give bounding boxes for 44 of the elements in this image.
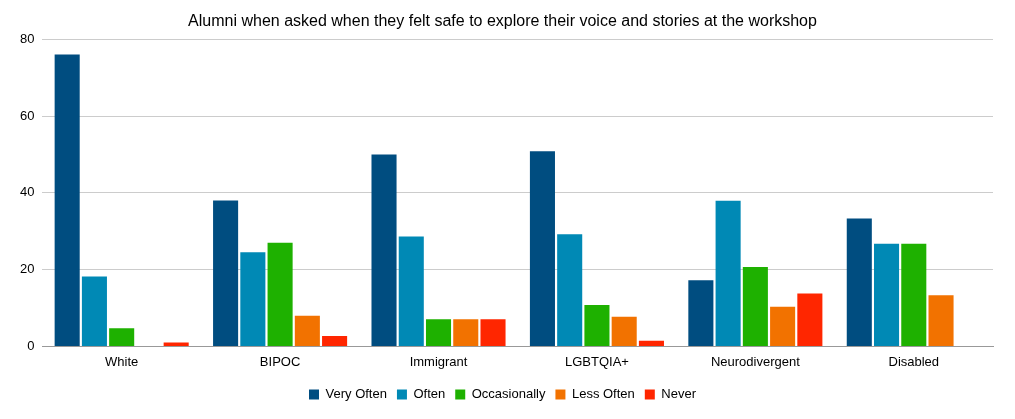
bar bbox=[846, 218, 872, 346]
x-tick-label: Neurodivergent bbox=[710, 353, 801, 369]
bar bbox=[770, 306, 796, 346]
bar bbox=[529, 151, 555, 346]
legend-label: Never bbox=[661, 386, 697, 402]
bar bbox=[584, 304, 610, 346]
bar bbox=[715, 200, 741, 346]
x-tick-label: Disabled bbox=[888, 353, 940, 369]
bar bbox=[213, 200, 239, 346]
bar bbox=[294, 315, 320, 346]
bar bbox=[611, 316, 637, 346]
bar bbox=[901, 243, 927, 346]
bar bbox=[54, 54, 80, 346]
bar bbox=[425, 319, 452, 346]
bar bbox=[398, 236, 424, 346]
legend-label: Occasionally bbox=[471, 386, 546, 402]
bar bbox=[688, 280, 714, 346]
legend-label: Less Often bbox=[571, 386, 635, 402]
bar bbox=[742, 266, 768, 346]
x-tick-label: Immigrant bbox=[409, 353, 468, 369]
bar bbox=[453, 319, 479, 346]
y-tick-label: 60 bbox=[19, 107, 35, 123]
y-tick-label: 0 bbox=[27, 337, 35, 353]
x-tick-label: BIPOC bbox=[259, 353, 301, 369]
bar bbox=[928, 295, 954, 346]
bar bbox=[480, 319, 506, 346]
bar bbox=[638, 340, 664, 346]
bar bbox=[371, 154, 397, 346]
bar bbox=[322, 336, 348, 346]
x-tick-label: LGBTQIA+ bbox=[564, 353, 629, 369]
bar bbox=[109, 328, 135, 346]
y-tick-label: 80 bbox=[19, 30, 35, 46]
bar bbox=[81, 276, 107, 346]
bar bbox=[240, 252, 266, 346]
bar bbox=[874, 243, 900, 346]
legend-label: Very Often bbox=[325, 386, 387, 402]
x-tick-label: White bbox=[105, 353, 139, 369]
y-tick-label: 20 bbox=[19, 261, 35, 277]
bar bbox=[557, 234, 583, 346]
y-tick-label: 40 bbox=[19, 184, 35, 200]
chart-title: Alumni when asked when they felt safe to explore their voice and stories at the workshop bbox=[188, 12, 817, 30]
bar bbox=[797, 293, 823, 346]
bar bbox=[267, 242, 293, 346]
legend-label: Often bbox=[413, 386, 446, 402]
